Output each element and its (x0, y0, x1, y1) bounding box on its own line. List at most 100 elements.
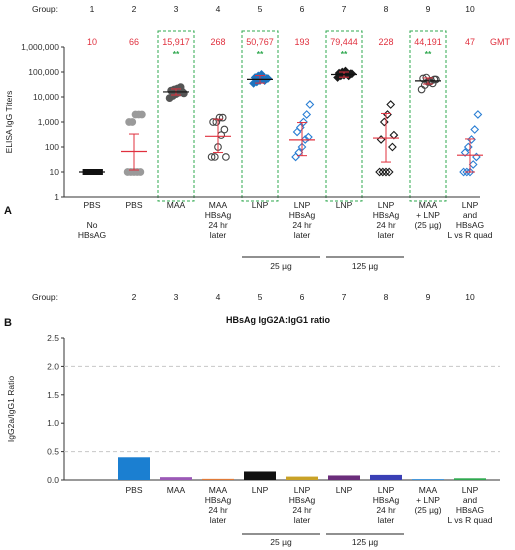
y-tick-label-a: 1 (54, 192, 59, 202)
data-point (384, 167, 394, 177)
data-point (305, 100, 315, 109)
bar (412, 479, 444, 480)
category-label-a: LNP HBsAg 24 hr later (289, 200, 316, 240)
group-number-b: 7 (342, 292, 347, 302)
group-number-b: 5 (258, 292, 263, 302)
data-point (379, 117, 389, 127)
group-number-b: 10 (465, 292, 475, 302)
bar (202, 478, 234, 480)
data-point (295, 123, 305, 132)
group-number-a: 3 (174, 4, 179, 14)
gmt-value: 10 (87, 37, 97, 47)
panel-a-label: A (4, 205, 12, 217)
group-number-b: 6 (300, 292, 305, 302)
data-point (218, 113, 227, 122)
gmt-value: 47 (465, 37, 475, 47)
data-point (302, 110, 312, 119)
bar (370, 474, 402, 480)
y-tick-label-b: 1.0 (47, 418, 59, 428)
data-point (300, 135, 310, 144)
data-point (462, 167, 472, 177)
category-label-b: LNP and HBsAG L vs R quad (447, 485, 492, 525)
gmt-value: 79,444 (330, 37, 358, 47)
group-number-b: 2 (132, 292, 137, 302)
data-point (215, 113, 224, 122)
group-number-a: 4 (216, 4, 221, 14)
significance-mark: ** (257, 49, 264, 59)
bar (160, 477, 192, 480)
group-label-a: Group: (32, 4, 58, 14)
data-point (378, 167, 388, 177)
data-point (263, 74, 273, 83)
y-tick-label-b: 2.5 (47, 333, 59, 343)
bar (454, 478, 486, 480)
group-number-a: 10 (465, 4, 475, 14)
category-label-a: PBS No HBsAG (78, 200, 106, 240)
significance-box (409, 30, 447, 202)
data-point (292, 127, 302, 137)
data-point (291, 152, 300, 162)
data-point (473, 110, 483, 119)
gmt-value: 268 (210, 37, 225, 47)
panel-b-chart: B Group: 2 3 4 5 6 7 8 9 10 HBsAg IgG2A:IgG1 ratio 2… (4, 292, 500, 547)
group-number-b: 3 (174, 292, 179, 302)
data-point (180, 89, 188, 98)
gmt-value: 44,191 (414, 37, 442, 47)
category-label-b: LNP HBsAg 24 hr later (373, 485, 400, 525)
category-label-b: MAA + LNP (25 µg) (414, 485, 441, 515)
data-point (388, 142, 397, 152)
gmt-value: 15,917 (162, 37, 190, 47)
y-tick-label-a: 100 (45, 142, 59, 152)
data-point (470, 125, 480, 134)
category-label-b: PBS (125, 485, 142, 495)
chart-title-b: HBsAg IgG2A:IgG1 ratio (226, 315, 331, 325)
data-point (432, 75, 440, 84)
dose-bracket-label: 125 µg (352, 261, 378, 271)
bar (328, 475, 360, 480)
data-point (375, 167, 384, 177)
dose-bracket-label-b: 125 µg (352, 537, 378, 547)
y-tick-label-a: 10,000 (33, 92, 59, 102)
data-point (299, 117, 308, 127)
significance-mark: ** (425, 49, 432, 59)
dose-bracket-label-b: 25 µg (270, 537, 292, 547)
group-number-a: 7 (342, 4, 347, 14)
category-label-b: MAA (167, 485, 186, 495)
panel-a-chart: A Group: 1 2 3 4 5 6 7 8 9 10 ** ** ** ** 1,000,000 100,0… (4, 4, 510, 271)
data-point (210, 153, 219, 161)
bar (244, 471, 276, 480)
data-point (389, 130, 399, 140)
data-point (220, 125, 229, 134)
significance-mark: ** (341, 49, 348, 59)
data-point (386, 100, 396, 109)
y-tick-label-a: 1,000,000 (21, 42, 59, 52)
category-label-a: LNP and HBsAG L vs R quad (447, 200, 492, 240)
gmt-value: 228 (378, 37, 393, 47)
significance-box (325, 30, 363, 202)
group-number-a: 6 (300, 4, 305, 14)
data-point (138, 110, 146, 119)
data-point (419, 74, 427, 83)
data-point (347, 69, 357, 79)
y-tick-label-b: 2.0 (47, 361, 59, 371)
category-label-b: LNP (252, 485, 269, 495)
significance-mark: ** (173, 49, 180, 59)
category-label-a: MAA (167, 200, 186, 210)
data-point (207, 153, 216, 161)
category-label-a: LNP (252, 200, 269, 210)
gmt-label: GMT (490, 37, 510, 47)
group-number-a: 2 (132, 4, 137, 14)
dose-bracket-label: 25 µg (270, 261, 292, 271)
category-label-b: MAA HBsAg 24 hr later (205, 485, 232, 525)
bar (286, 476, 318, 480)
group-number-a: 8 (384, 4, 389, 14)
category-label-a: PBS (125, 200, 142, 210)
group-number-a: 9 (426, 4, 431, 14)
y-tick-label-a: 10 (50, 167, 60, 177)
y-tick-label-a: 1,000 (38, 117, 60, 127)
data-point (381, 167, 391, 177)
group-label-b: Group: (32, 292, 58, 302)
group-number-a: 1 (90, 4, 95, 14)
data-point (222, 153, 230, 161)
